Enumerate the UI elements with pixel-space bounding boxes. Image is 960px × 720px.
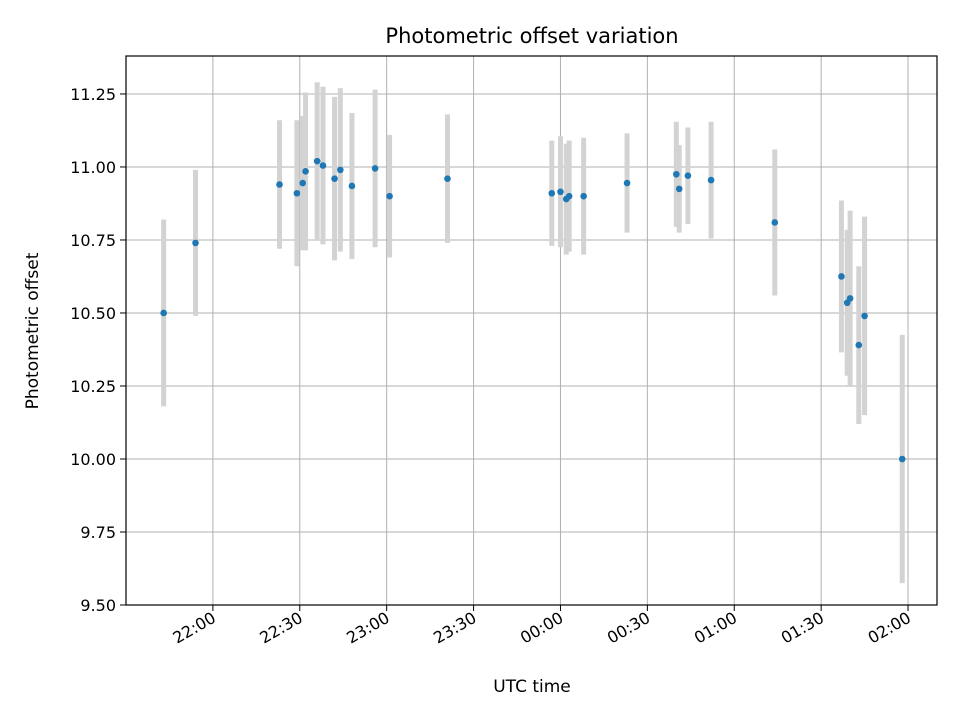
errorbars	[161, 82, 905, 584]
data-point	[684, 172, 692, 180]
x-tick-label: 23:00	[343, 608, 392, 648]
x-tick-label: 23:30	[430, 608, 479, 648]
data-point	[855, 341, 863, 349]
data-point	[160, 309, 167, 317]
data-points	[160, 157, 906, 463]
data-point	[898, 455, 906, 463]
data-point	[444, 175, 451, 182]
x-tick-label: 01:30	[778, 608, 827, 648]
x-axis-ticks: 22:00 22:30 23:00 23:30 00:00 00:30 01:00 01:30…	[169, 605, 914, 648]
plot-frame	[125, 55, 938, 606]
x-tick-label: 00:00	[517, 608, 566, 648]
data-point	[771, 219, 779, 226]
data-point	[319, 162, 327, 169]
y-tick-label: 10.75	[70, 231, 116, 250]
data-point	[565, 192, 573, 200]
x-tick-label: 22:30	[256, 608, 305, 648]
data-point	[838, 273, 845, 280]
data-point	[846, 295, 854, 302]
data-point	[707, 176, 715, 184]
data-point	[299, 179, 306, 187]
y-tick-label: 10.00	[70, 450, 116, 469]
data-point	[861, 312, 868, 320]
x-tick-label: 01:00	[691, 608, 740, 648]
data-point	[673, 170, 680, 178]
data-point	[276, 181, 283, 188]
x-tick-label: 22:00	[169, 608, 218, 648]
data-point	[337, 166, 344, 174]
data-point	[386, 192, 393, 200]
y-tick-label: 11.25	[70, 85, 116, 104]
y-tick-label: 9.50	[80, 596, 116, 615]
data-point	[331, 175, 338, 182]
chart-title: Photometric offset variation	[385, 24, 678, 48]
x-axis-label: UTC time	[493, 677, 571, 697]
grid	[126, 56, 937, 606]
y-tick-label: 10.25	[70, 377, 116, 396]
y-tick-label: 11.00	[70, 158, 116, 177]
x-tick-label: 00:30	[604, 608, 653, 648]
data-point	[313, 157, 321, 165]
x-tick-label: 02:00	[865, 608, 914, 648]
y-axis-label: Photometric offset	[23, 252, 43, 409]
data-point	[675, 185, 683, 193]
data-point	[348, 182, 356, 190]
data-point	[302, 168, 309, 175]
data-point	[371, 165, 379, 172]
data-point	[548, 189, 556, 197]
y-tick-label: 9.75	[80, 523, 116, 542]
data-point	[557, 188, 564, 196]
y-tick-label: 10.50	[70, 304, 116, 323]
y-axis-ticks: 9.50 9.75 10.00 10.25 10.50 10.75 11.00 11.25	[70, 85, 126, 615]
data-point	[293, 189, 301, 197]
data-point	[580, 192, 587, 200]
data-point	[192, 239, 199, 247]
data-point	[623, 179, 631, 187]
